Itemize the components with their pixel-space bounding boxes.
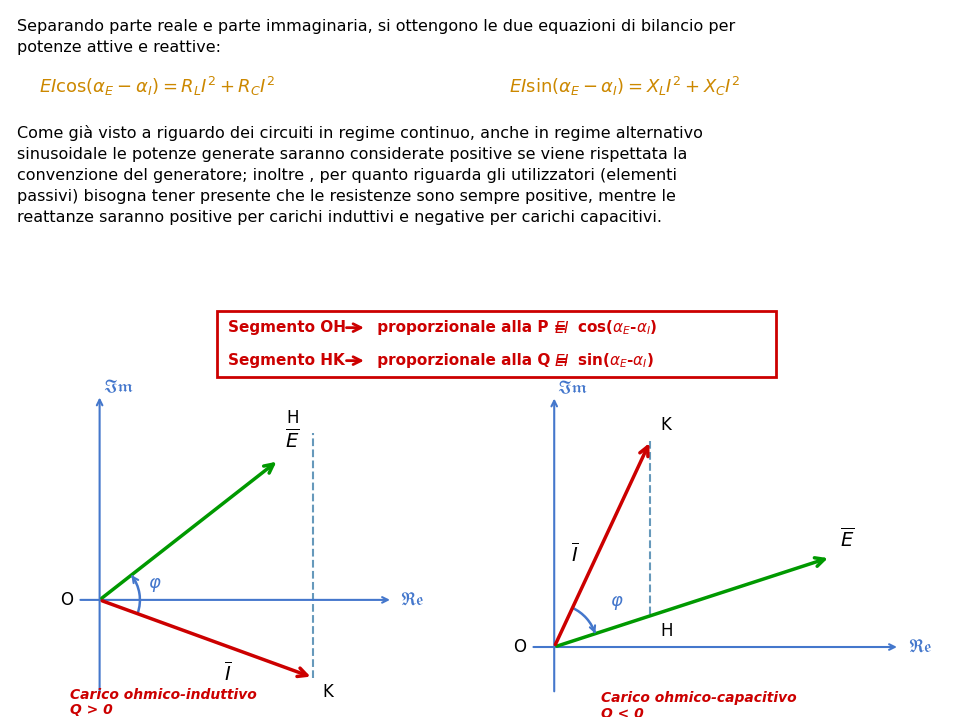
Text: O: O (513, 638, 526, 656)
Text: $\varphi$: $\varphi$ (611, 594, 624, 612)
Text: Segmento OH: Segmento OH (228, 320, 347, 335)
Text: $EI\sin(\alpha_E - \alpha_I) = X_L I^2 + X_C I^2$: $EI\sin(\alpha_E - \alpha_I) = X_L I^2 +… (510, 75, 740, 98)
Text: $\mathfrak{Re}$: $\mathfrak{Re}$ (400, 591, 424, 609)
Text: cos($\alpha_E$-$\alpha_I$): cos($\alpha_E$-$\alpha_I$) (577, 318, 658, 337)
Text: Separando parte reale e parte immaginaria, si ottengono le due equazioni di bila: Separando parte reale e parte immaginari… (17, 19, 735, 55)
Text: $EI$: $EI$ (554, 320, 569, 336)
Text: $\overline{E}$: $\overline{E}$ (284, 427, 299, 451)
Text: Carico ohmico-induttivo: Carico ohmico-induttivo (70, 688, 257, 702)
FancyBboxPatch shape (217, 311, 776, 377)
Text: $\mathfrak{Im}$: $\mathfrak{Im}$ (558, 379, 588, 397)
Text: $\overline{I}$: $\overline{I}$ (224, 661, 231, 685)
Text: $\overline{I}$: $\overline{I}$ (571, 542, 579, 566)
Text: proporzionale alla P =: proporzionale alla P = (372, 320, 572, 335)
Text: O: O (60, 591, 73, 609)
Text: K: K (660, 417, 671, 435)
Text: K: K (322, 683, 333, 701)
Text: Q < 0: Q < 0 (601, 707, 644, 717)
Text: $EI$: $EI$ (554, 353, 569, 369)
Text: $\varphi$: $\varphi$ (149, 576, 162, 594)
Text: H: H (660, 622, 672, 640)
Text: $EI\cos(\alpha_E - \alpha_I) = R_L I^2 + R_C I^2$: $EI\cos(\alpha_E - \alpha_I) = R_L I^2 +… (39, 75, 275, 98)
Text: Come già visto a riguardo dei circuiti in regime continuo, anche in regime alter: Come già visto a riguardo dei circuiti i… (17, 125, 704, 224)
Text: $\mathfrak{Im}$: $\mathfrak{Im}$ (103, 379, 133, 397)
Text: proporzionale alla Q =: proporzionale alla Q = (372, 353, 574, 368)
Text: Q > 0: Q > 0 (70, 703, 113, 716)
Text: sin($\alpha_E$-$\alpha_I$): sin($\alpha_E$-$\alpha_I$) (577, 351, 654, 370)
Text: Carico ohmico-capacitivo: Carico ohmico-capacitivo (601, 691, 797, 705)
Text: $\overline{E}$: $\overline{E}$ (840, 527, 854, 551)
Text: Segmento HK: Segmento HK (228, 353, 346, 368)
Text: $\mathfrak{Re}$: $\mathfrak{Re}$ (907, 638, 932, 656)
Text: H: H (286, 409, 299, 427)
